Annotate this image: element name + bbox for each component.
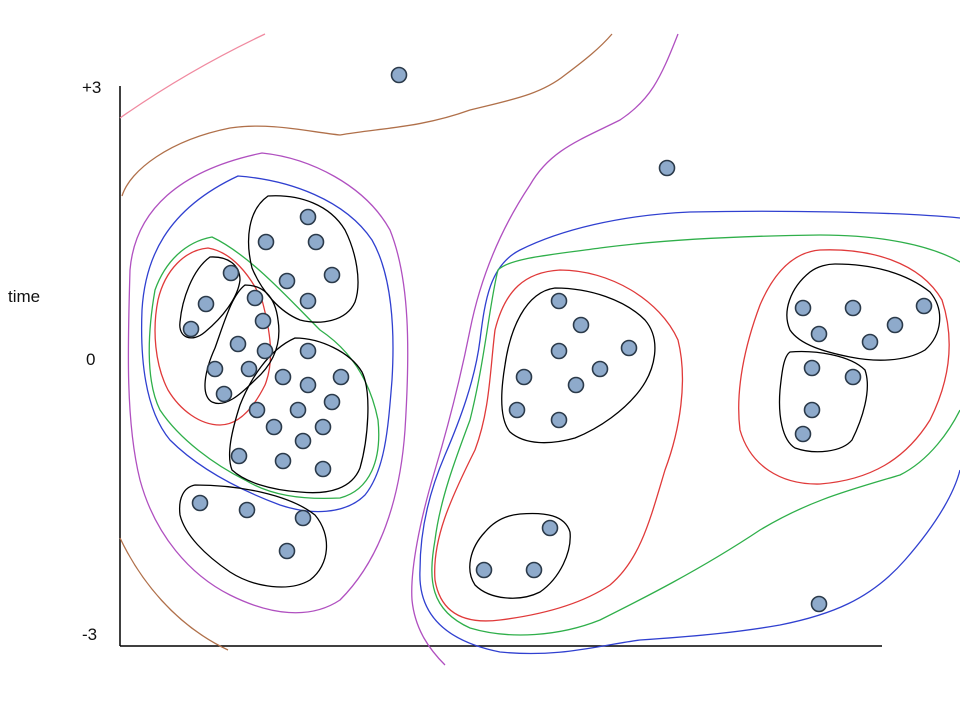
data-point: [915, 297, 933, 315]
data-point: [550, 342, 568, 360]
contour-pink: [119, 33, 266, 119]
contour-red-left: [154, 247, 272, 426]
data-point: [525, 561, 543, 579]
cluster-outline-9: [778, 350, 868, 453]
data-point: [861, 333, 879, 351]
tick-label-zero: 0: [86, 350, 96, 369]
contour-blue-left: [140, 175, 394, 513]
data-point: [182, 320, 200, 338]
contour-purple-left: [127, 152, 409, 614]
data-point: [515, 368, 533, 386]
cluster-outline-1: [247, 195, 359, 323]
contour-brown-top: [121, 33, 613, 197]
data-point: [229, 335, 247, 353]
data-point: [508, 401, 526, 419]
data-point: [810, 595, 828, 613]
data-point: [257, 233, 275, 251]
contour-purple-long: [411, 33, 679, 666]
data-point: [541, 519, 559, 537]
data-point: [206, 360, 224, 378]
data-point: [299, 376, 317, 394]
data-point: [794, 425, 812, 443]
data-point: [289, 401, 307, 419]
data-point: [230, 447, 248, 465]
cluster-outline-5: [178, 484, 328, 588]
data-point: [222, 264, 240, 282]
data-point: [299, 292, 317, 310]
data-point: [274, 452, 292, 470]
data-point: [332, 368, 350, 386]
data-point: [390, 66, 408, 84]
data-point: [314, 460, 332, 478]
data-point: [591, 360, 609, 378]
contour-red-right: [738, 249, 950, 485]
data-point: [844, 368, 862, 386]
data-point: [278, 272, 296, 290]
data-point: [299, 342, 317, 360]
data-point: [254, 312, 272, 330]
data-point: [307, 233, 325, 251]
data-point: [248, 401, 266, 419]
data-point: [299, 208, 317, 226]
data-point: [475, 561, 493, 579]
tick-label-top: +3: [82, 78, 102, 97]
data-point: [240, 360, 258, 378]
data-points: [182, 66, 933, 613]
data-point: [294, 509, 312, 527]
data-point: [620, 339, 638, 357]
data-point: [215, 385, 233, 403]
data-point: [278, 542, 296, 560]
data-point: [794, 299, 812, 317]
data-point: [803, 401, 821, 419]
data-point: [323, 266, 341, 284]
data-point: [323, 393, 341, 411]
cluster-outline-3: [204, 284, 280, 405]
cluster-outline-7: [469, 512, 571, 599]
data-point: [294, 432, 312, 450]
data-point: [550, 292, 568, 310]
cluster-outlines: [178, 195, 941, 599]
cluster-outline-4: [228, 337, 369, 494]
data-point: [803, 359, 821, 377]
data-point: [246, 289, 264, 307]
data-point: [256, 342, 274, 360]
data-point: [567, 376, 585, 394]
data-point: [550, 411, 568, 429]
data-point: [810, 325, 828, 343]
data-point: [265, 418, 283, 436]
y-axis-label: time: [8, 287, 41, 306]
contour-red-mid: [434, 269, 684, 622]
data-point: [191, 494, 209, 512]
cluster-outline-6: [501, 287, 656, 444]
contour-green-left: [148, 236, 380, 500]
data-point: [274, 368, 292, 386]
cluster-outline-8: [786, 263, 941, 361]
data-point: [197, 295, 215, 313]
data-point: [572, 316, 590, 334]
data-point: [844, 299, 862, 317]
data-point: [658, 159, 676, 177]
contour-green-right: [431, 234, 960, 636]
contour-blue-right: [419, 210, 960, 655]
data-point: [314, 418, 332, 436]
data-point: [886, 316, 904, 334]
tick-label-bottom: -3: [82, 625, 98, 644]
data-point: [238, 501, 256, 519]
contour-brown-bottom: [119, 537, 229, 651]
